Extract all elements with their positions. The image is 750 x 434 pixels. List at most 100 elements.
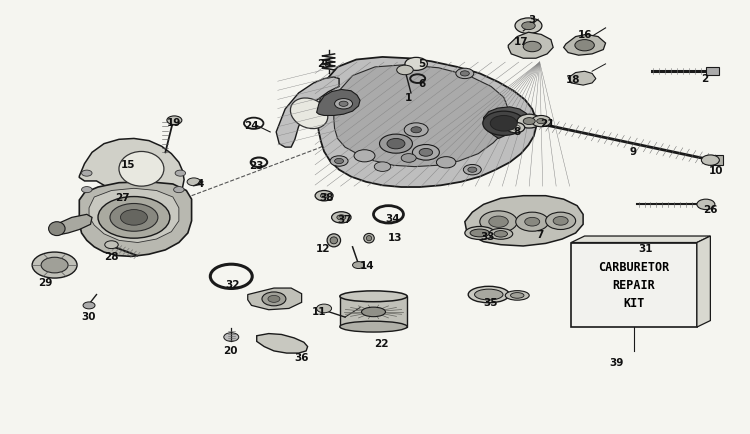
Text: 19: 19 bbox=[167, 118, 182, 128]
Text: CARBURETOR
REPAIR
KIT: CARBURETOR REPAIR KIT bbox=[598, 261, 670, 309]
Ellipse shape bbox=[627, 237, 650, 247]
Polygon shape bbox=[334, 66, 508, 167]
Circle shape bbox=[697, 200, 715, 210]
Circle shape bbox=[397, 66, 413, 76]
Text: 4: 4 bbox=[197, 178, 204, 188]
Circle shape bbox=[320, 194, 328, 198]
Ellipse shape bbox=[470, 230, 490, 237]
Circle shape bbox=[334, 99, 352, 110]
Circle shape bbox=[224, 333, 238, 342]
Circle shape bbox=[524, 118, 536, 125]
Circle shape bbox=[404, 124, 428, 138]
Polygon shape bbox=[80, 182, 191, 257]
Circle shape bbox=[401, 154, 416, 163]
Polygon shape bbox=[256, 334, 307, 353]
Polygon shape bbox=[568, 72, 596, 86]
Ellipse shape bbox=[475, 289, 503, 300]
Circle shape bbox=[480, 211, 518, 233]
Polygon shape bbox=[316, 90, 360, 116]
Circle shape bbox=[337, 215, 346, 220]
Polygon shape bbox=[509, 33, 554, 59]
Text: 5: 5 bbox=[419, 59, 426, 69]
Polygon shape bbox=[276, 78, 339, 148]
Text: 14: 14 bbox=[360, 261, 375, 271]
Ellipse shape bbox=[468, 286, 509, 303]
Ellipse shape bbox=[49, 222, 65, 236]
Circle shape bbox=[82, 171, 92, 177]
Ellipse shape bbox=[340, 291, 407, 302]
Circle shape bbox=[436, 157, 456, 168]
Text: 6: 6 bbox=[419, 79, 426, 89]
Circle shape bbox=[575, 40, 594, 52]
Circle shape bbox=[524, 42, 542, 53]
Circle shape bbox=[316, 304, 332, 313]
Ellipse shape bbox=[511, 293, 524, 299]
Text: 12: 12 bbox=[315, 243, 330, 253]
Circle shape bbox=[262, 292, 286, 306]
Polygon shape bbox=[572, 237, 710, 243]
Polygon shape bbox=[465, 196, 583, 247]
Circle shape bbox=[554, 217, 568, 226]
Ellipse shape bbox=[494, 231, 508, 237]
Ellipse shape bbox=[362, 307, 386, 317]
Ellipse shape bbox=[465, 227, 495, 240]
Polygon shape bbox=[564, 35, 605, 56]
Text: 7: 7 bbox=[536, 229, 544, 239]
Circle shape bbox=[525, 218, 540, 227]
Circle shape bbox=[173, 187, 184, 193]
Circle shape bbox=[405, 58, 427, 71]
Polygon shape bbox=[89, 189, 178, 243]
Polygon shape bbox=[706, 68, 719, 76]
Text: 27: 27 bbox=[116, 193, 130, 203]
Text: 1: 1 bbox=[405, 93, 412, 103]
Text: 15: 15 bbox=[121, 159, 135, 169]
Text: 8: 8 bbox=[514, 126, 520, 136]
Ellipse shape bbox=[290, 99, 328, 129]
Circle shape bbox=[387, 139, 405, 149]
Ellipse shape bbox=[340, 322, 407, 332]
Ellipse shape bbox=[506, 291, 530, 300]
Ellipse shape bbox=[364, 234, 374, 243]
Circle shape bbox=[110, 204, 158, 232]
Text: 39: 39 bbox=[609, 357, 623, 367]
Text: 37: 37 bbox=[338, 214, 352, 224]
Text: 9: 9 bbox=[630, 147, 637, 157]
Circle shape bbox=[334, 159, 344, 164]
Text: 38: 38 bbox=[319, 193, 334, 203]
Polygon shape bbox=[340, 296, 407, 327]
Text: 22: 22 bbox=[374, 339, 388, 349]
Circle shape bbox=[167, 117, 182, 125]
Circle shape bbox=[546, 213, 576, 230]
Text: 32: 32 bbox=[226, 279, 240, 289]
Circle shape bbox=[268, 296, 280, 302]
Polygon shape bbox=[697, 237, 710, 327]
Circle shape bbox=[464, 165, 482, 175]
Circle shape bbox=[98, 197, 170, 239]
Circle shape bbox=[460, 72, 470, 77]
Ellipse shape bbox=[632, 239, 645, 245]
Circle shape bbox=[507, 123, 525, 134]
Circle shape bbox=[374, 162, 391, 172]
Circle shape bbox=[532, 116, 551, 128]
Text: 11: 11 bbox=[311, 306, 326, 316]
Text: 36: 36 bbox=[295, 352, 309, 362]
Circle shape bbox=[32, 253, 77, 279]
Ellipse shape bbox=[367, 236, 372, 241]
Circle shape bbox=[187, 178, 200, 186]
Ellipse shape bbox=[327, 234, 340, 247]
Text: 25: 25 bbox=[316, 59, 332, 69]
Circle shape bbox=[522, 23, 536, 30]
Circle shape bbox=[518, 115, 542, 129]
Circle shape bbox=[354, 150, 375, 162]
Circle shape bbox=[468, 168, 477, 173]
Text: 26: 26 bbox=[704, 204, 718, 214]
Polygon shape bbox=[248, 288, 302, 310]
Circle shape bbox=[537, 119, 546, 125]
Circle shape bbox=[701, 155, 719, 166]
Ellipse shape bbox=[489, 229, 513, 240]
Text: 35: 35 bbox=[484, 297, 498, 307]
Text: 34: 34 bbox=[385, 213, 400, 223]
Circle shape bbox=[411, 128, 422, 134]
Circle shape bbox=[483, 112, 525, 136]
Circle shape bbox=[380, 135, 412, 154]
